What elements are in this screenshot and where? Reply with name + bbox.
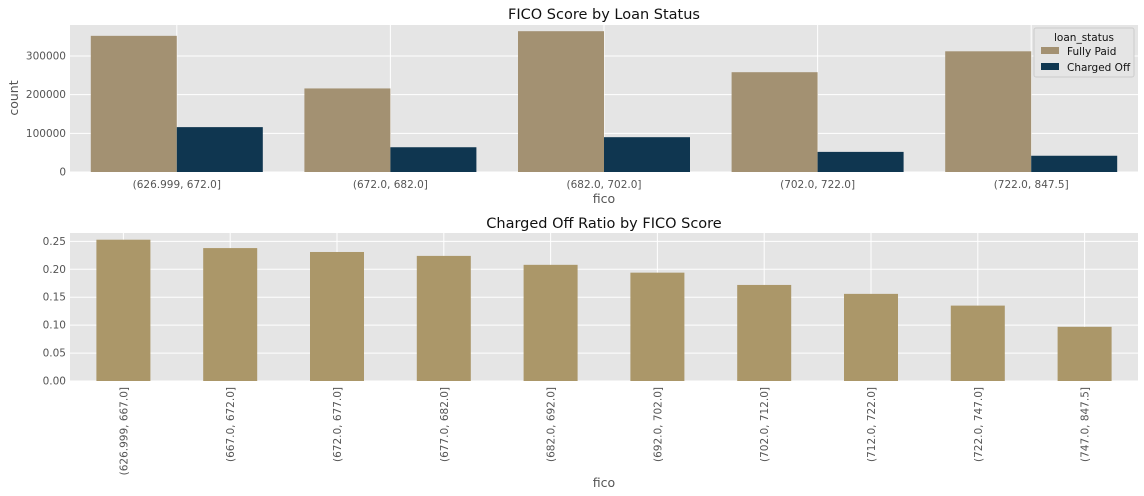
chart2-y-tick-label: 0.05 [43, 348, 66, 360]
chart1-bar-fully-paid [304, 88, 391, 172]
chart1-y-tick-label: 200000 [26, 89, 66, 101]
chart2-y-tick-label: 0.15 [43, 292, 66, 304]
chart2-bar [203, 248, 258, 381]
chart1-y-tick-label: 100000 [26, 128, 66, 140]
chart1-x-tick-label: (722.0, 847.5] [994, 179, 1069, 191]
chart2-x-tick-label: (712.0, 722.0] [866, 387, 878, 462]
chart2-title: Charged Off Ratio by FICO Score [486, 216, 722, 232]
chart2-bar [310, 251, 364, 381]
chart2-bar [844, 293, 898, 381]
legend-title: loan_status [1054, 32, 1114, 44]
chart2-x-tick-label: (702.0, 712.0] [759, 387, 771, 462]
chart2-bar [1057, 326, 1112, 381]
chart2-x-tick-label: (722.0, 747.0] [973, 387, 985, 462]
chart1: 0 100000 200000 300000 (626.999, 672.0] (672… [6, 7, 1138, 206]
chart1-y-axis-label: count [6, 80, 21, 115]
chart2-bar [950, 305, 1005, 381]
chart1-legend: loan_status Fully Paid Charged Off [1033, 27, 1135, 78]
chart2-x-tick-label: (747.0, 847.5] [1080, 387, 1092, 462]
chart1-bar-charged-off [1031, 155, 1118, 172]
chart2-y-tick-label: 0.10 [43, 320, 66, 332]
chart1-x-axis-label: fico [593, 191, 615, 206]
chart2-x-tick-label: (677.0, 682.0] [439, 387, 451, 462]
chart2-bar [523, 264, 578, 381]
chart2-y-tick-label: 0.20 [43, 264, 66, 276]
legend-label-fully-paid: Fully Paid [1067, 46, 1116, 58]
chart1-bar-fully-paid [90, 35, 177, 173]
chart1-bar-fully-paid [518, 31, 604, 173]
chart1-y-tick-label: 300000 [26, 50, 66, 62]
chart2-y-tick-label: 0.00 [43, 376, 66, 388]
chart1-title: FICO Score by Loan Status [508, 7, 700, 23]
chart1-bar-fully-paid [731, 72, 818, 172]
chart2-x-axis-label: fico [593, 475, 615, 490]
chart2-x-tick-label: (667.0, 672.0] [225, 387, 237, 462]
chart2-y-ticks: 0.00 0.05 0.10 0.15 0.20 0.25 [43, 236, 66, 388]
chart1-x-tick-label: (626.999, 672.0] [133, 179, 221, 191]
legend-swatch-charged-off [1041, 63, 1059, 70]
chart2-bars [96, 239, 1112, 381]
chart1-y-ticks: 0 100000 200000 300000 [26, 50, 66, 178]
chart2-bar [630, 272, 685, 381]
chart1-bar-charged-off [604, 137, 690, 172]
chart1-bars [90, 31, 1118, 173]
chart1-x-tick-label: (672.0, 682.0] [353, 179, 428, 191]
chart2-bar [96, 239, 151, 381]
chart2-x-tick-label: (626.999, 667.0] [118, 387, 130, 475]
chart2-bar [737, 284, 792, 381]
chart2: 0.00 0.05 0.10 0.15 0.20 0.25 (626.999, 667.0… [43, 216, 1138, 490]
chart1-y-tick-label: 0 [59, 167, 66, 179]
chart1-x-tick-label: (682.0, 702.0] [567, 179, 642, 191]
chart1-bar-fully-paid [945, 51, 1032, 172]
chart1-bar-charged-off [817, 151, 904, 172]
chart2-x-tick-label: (682.0, 692.0] [546, 387, 558, 462]
chart2-bar [416, 255, 471, 381]
chart1-x-tick-label: (702.0, 722.0] [780, 179, 855, 191]
chart1-bar-charged-off [390, 147, 477, 172]
legend-swatch-fully-paid [1041, 47, 1059, 54]
chart1-bar-charged-off [176, 127, 263, 172]
chart2-x-tick-label: (672.0, 677.0] [332, 387, 344, 462]
chart2-x-tick-label: (692.0, 702.0] [652, 387, 664, 462]
chart1-x-ticks: (626.999, 672.0] (672.0, 682.0] (682.0, 70… [133, 179, 1069, 191]
chart2-x-ticks: (626.999, 667.0] (667.0, 672.0] (672.0, 67… [118, 387, 1091, 475]
chart2-y-tick-label: 0.25 [43, 236, 66, 248]
legend-label-charged-off: Charged Off [1067, 62, 1131, 74]
